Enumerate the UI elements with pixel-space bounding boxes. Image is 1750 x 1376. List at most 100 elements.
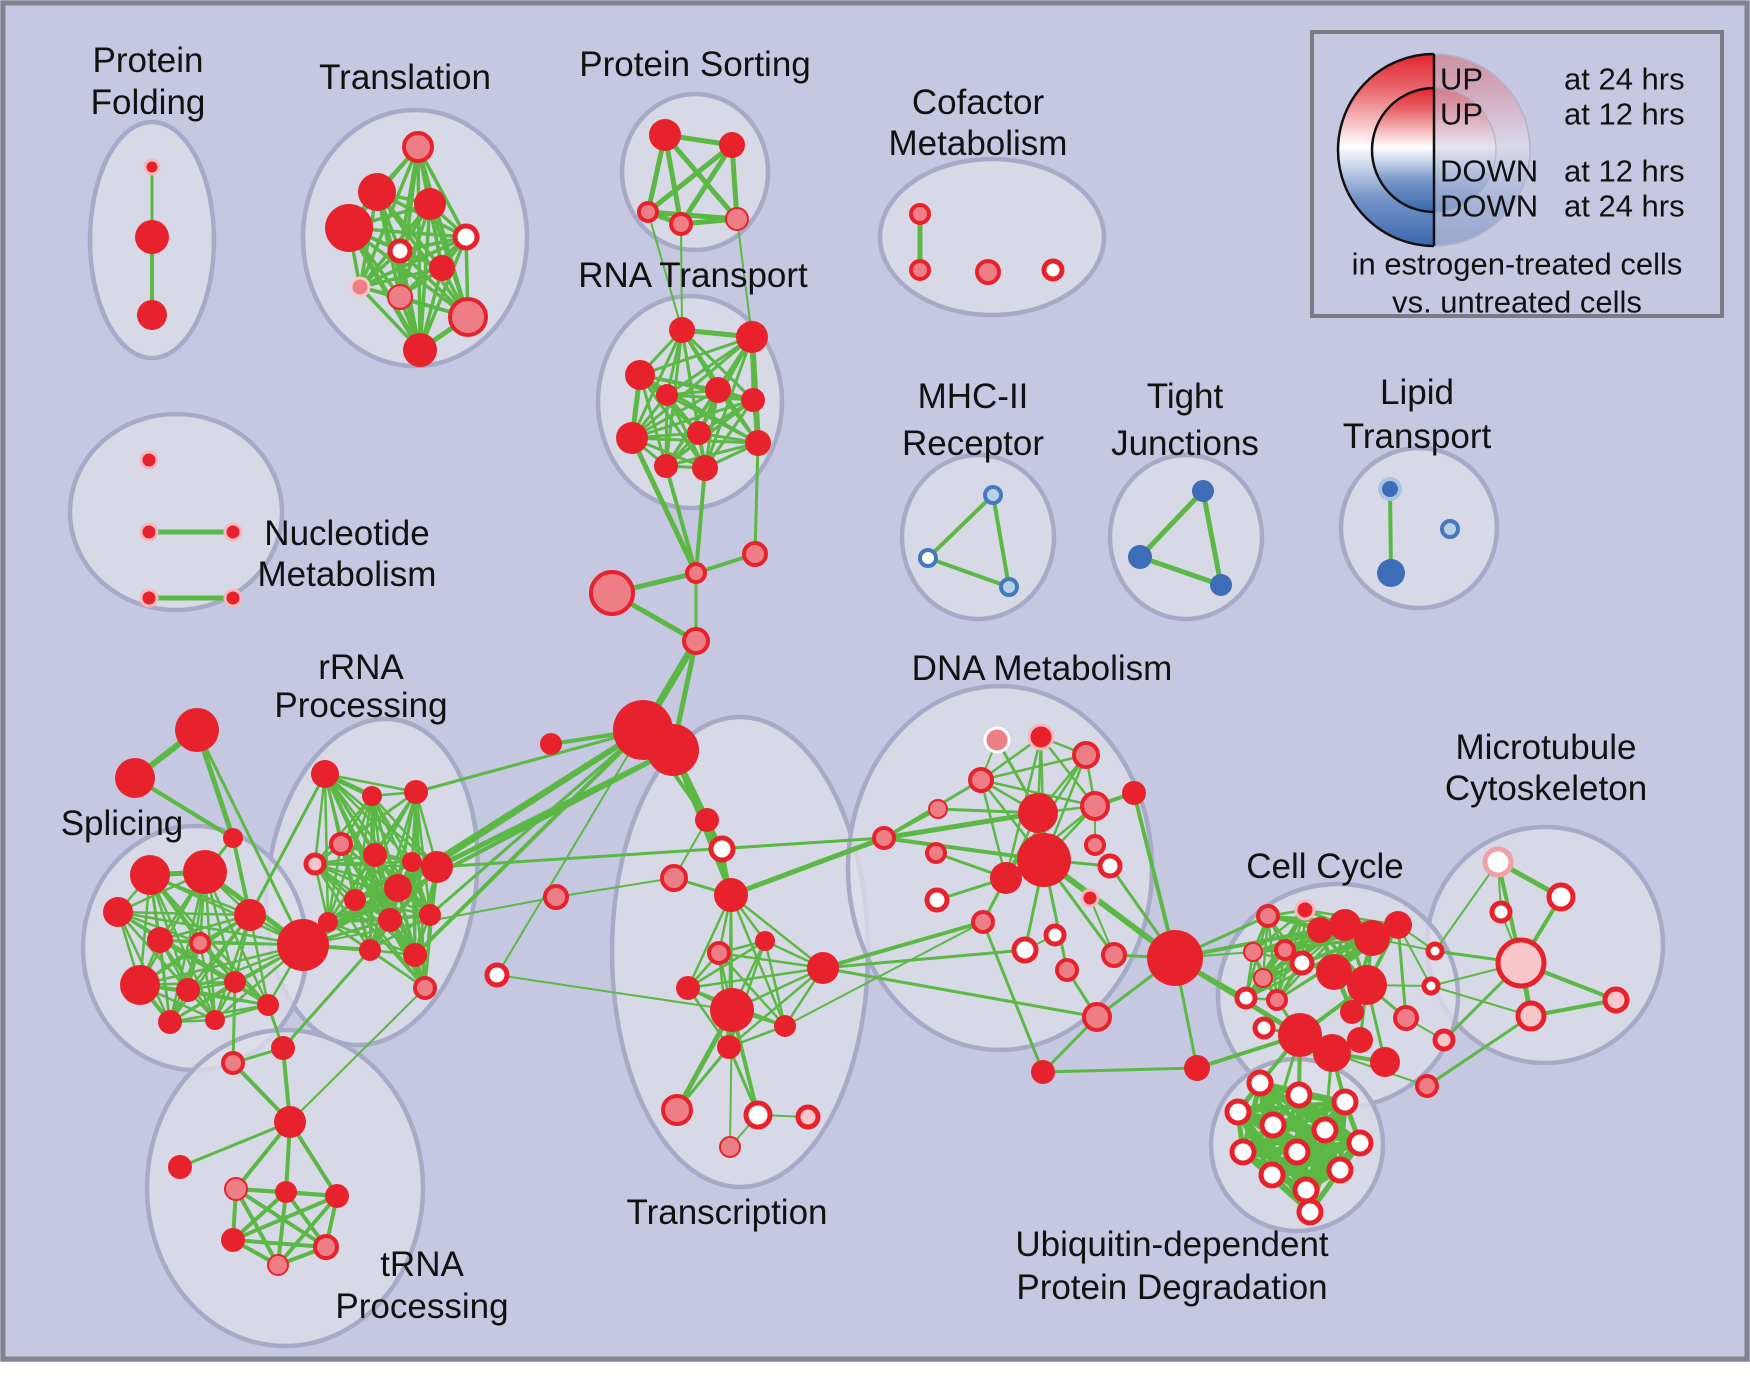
- gene-node-h1: [224, 1177, 248, 1201]
- gene-node-x12: [717, 1035, 741, 1059]
- edge-sp7-sp8: [138, 943, 305, 987]
- gene-node-bB: [271, 1036, 295, 1060]
- edge-s2-s4: [678, 142, 735, 227]
- gene-node-d2: [1027, 723, 1055, 751]
- gene-node-d7: [1017, 833, 1071, 887]
- gene-node-g2: [115, 758, 155, 798]
- gene-node-d17: [1055, 958, 1079, 982]
- gene-node-c3: [589, 570, 635, 616]
- gene-node-rr8: [384, 874, 412, 902]
- gene-node-sp2: [183, 850, 227, 894]
- gene-node-m6: [1495, 937, 1547, 989]
- legend-direction-3: DOWN: [1440, 189, 1538, 224]
- gene-node-m2: [1546, 882, 1576, 912]
- edge-u6-u7: [1240, 1127, 1328, 1155]
- edge-sp5-sp11: [158, 938, 172, 1024]
- gene-node-lt2: [1377, 559, 1405, 587]
- gene-node-r3: [625, 360, 655, 390]
- gene-node-x5: [543, 884, 569, 910]
- edge-sp2-sp11: [168, 870, 207, 1024]
- gene-node-rr15: [403, 943, 427, 967]
- edge-r6-r9: [665, 393, 760, 445]
- gene-node-r5: [741, 388, 765, 412]
- gene-node-d22: [1031, 1060, 1055, 1084]
- gene-node-t1: [402, 131, 434, 163]
- legend-caption-0: in estrogen-treated cells: [1352, 247, 1683, 282]
- gene-node-m8: [1602, 986, 1630, 1014]
- gene-node-c2: [742, 541, 768, 567]
- edge-d4-d10: [979, 778, 1008, 880]
- legend-caption-1: vs. untreated cells: [1392, 285, 1642, 320]
- edge-r7-c1: [629, 435, 699, 576]
- node-layer: [103, 119, 1630, 1276]
- ubiquitin-degradation-label: Ubiquitin-dependent Protein Degradation: [1015, 1225, 1329, 1307]
- gene-node-c1: [685, 562, 707, 584]
- gene-node-s1: [649, 119, 681, 151]
- edge-rr11-rr15: [326, 920, 417, 957]
- gene-node-x8: [676, 976, 700, 1000]
- edge-rr16-x10: [496, 974, 733, 1011]
- gene-node-cf3: [975, 259, 1001, 285]
- gene-node-u5: [1259, 1111, 1287, 1139]
- edge-r9-r10: [664, 441, 760, 468]
- gene-node-x14: [743, 1100, 773, 1130]
- edge-t2-t10: [375, 190, 470, 319]
- gene-node-m1: [1482, 846, 1514, 878]
- gene-node-sp3: [103, 897, 133, 927]
- edge-rr10-rr17: [353, 898, 427, 990]
- gene-node-rr5: [303, 852, 327, 876]
- gene-node-x7: [707, 941, 731, 965]
- trna-processing-label: tRNA Processing: [335, 1245, 508, 1326]
- gene-node-u1: [1246, 1069, 1274, 1097]
- gene-node-sp7: [277, 919, 329, 971]
- gene-node-r8: [687, 421, 711, 445]
- gene-node-cf4: [1041, 258, 1065, 282]
- legend-circle-inner: [1370, 86, 1434, 214]
- legend-time-2: at 12 hrs: [1564, 154, 1685, 189]
- edge-rr13-rr17: [423, 913, 432, 990]
- gene-node-tj2: [1128, 545, 1152, 569]
- gene-node-cc17: [1313, 1034, 1351, 1072]
- gene-node-s5: [725, 207, 749, 231]
- gene-node-r11: [692, 455, 718, 481]
- gene-node-d11: [925, 842, 947, 864]
- edge-t7-t8: [358, 266, 444, 289]
- gene-node-d14: [1097, 853, 1123, 879]
- edge-x6-x8: [686, 939, 767, 990]
- gene-node-hub2: [647, 724, 699, 776]
- gene-node-x3: [660, 864, 688, 892]
- gene-node-h3: [325, 1184, 349, 1208]
- edge-cc23-m7: [1425, 1014, 1533, 1088]
- gene-node-mh3: [999, 577, 1019, 597]
- gene-node-sp6: [189, 932, 211, 954]
- edge-d3-d4: [979, 753, 1088, 782]
- gene-node-lt1: [1378, 477, 1402, 501]
- gene-node-rr7: [402, 852, 422, 872]
- gene-node-bC: [274, 1106, 306, 1138]
- gene-node-pf3: [137, 300, 167, 330]
- gene-node-pf1: [143, 158, 161, 176]
- gene-node-d20: [1043, 923, 1067, 947]
- gene-node-cc3: [1243, 942, 1263, 962]
- gene-node-sp5: [147, 927, 173, 953]
- gene-node-u6: [1311, 1116, 1339, 1144]
- gene-node-r7: [616, 422, 648, 454]
- gene-node-sp4: [234, 899, 266, 931]
- legend-direction-0: UP: [1440, 62, 1483, 97]
- edge-sp4-rr1: [248, 772, 327, 917]
- edge-mh1-mh2: [926, 493, 995, 560]
- edge-r2-r3: [638, 335, 754, 377]
- gene-node-x15: [795, 1104, 821, 1130]
- legend: UP at 24 hrs UP at 12 hrs DOWN at 12 hrs DOWN a…: [1310, 30, 1724, 320]
- edge-sp5-sp13: [158, 938, 270, 1007]
- gene-node-rr6: [363, 843, 387, 867]
- cluster-ellipse-transcription: [609, 714, 871, 1190]
- lipid-transport-label: Lipid Transport: [1343, 373, 1492, 456]
- gene-node-n3: [223, 522, 243, 542]
- gene-node-u12: [1326, 1156, 1354, 1184]
- label-layer: Protein Folding Translation Protein Sorting…: [61, 41, 1647, 1326]
- edge-rr17-bC: [289, 987, 426, 1123]
- edge-r10-c1: [664, 464, 698, 575]
- edge-sp3-sp4: [116, 910, 252, 917]
